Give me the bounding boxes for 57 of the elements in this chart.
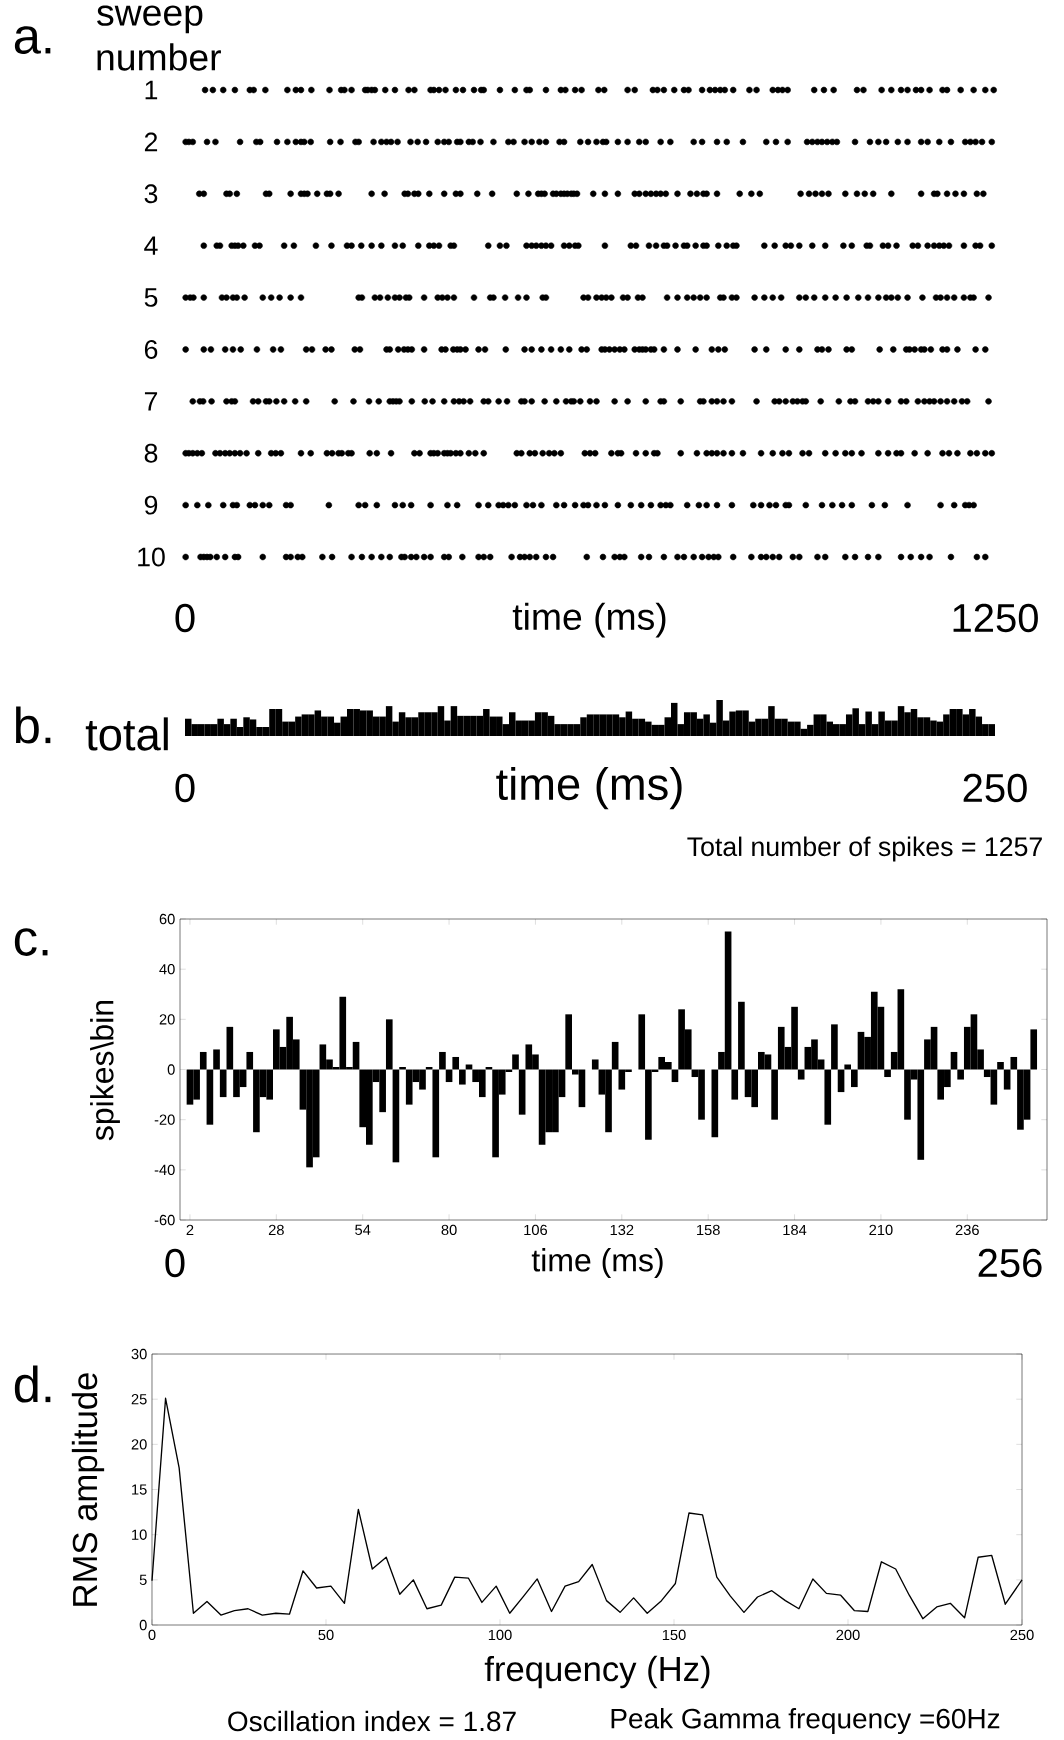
y-tick-label: 8 bbox=[144, 443, 158, 463]
y-tick-label: 9 bbox=[144, 495, 158, 515]
x-tick-label: 158 bbox=[697, 1224, 720, 1236]
y-tick-label: 7 bbox=[144, 392, 158, 411]
y-tick-label: 10 bbox=[132, 1529, 147, 1540]
x-tick-label: 250 bbox=[963, 773, 1027, 803]
x-tick-label: 50 bbox=[318, 1629, 334, 1641]
y-tick-label: 60 bbox=[159, 913, 175, 925]
x-axis-title: time (ms) bbox=[531, 1248, 663, 1278]
chart-title: a. bbox=[14, 26, 51, 54]
x-tick-label: 132 bbox=[610, 1224, 634, 1236]
y-tick-label: -40 bbox=[154, 1164, 175, 1176]
x-tick-label: 106 bbox=[524, 1224, 548, 1236]
y-tick-label: 10 bbox=[138, 547, 165, 567]
y-tick-label: 5 bbox=[144, 288, 158, 307]
x-tick-label: 28 bbox=[268, 1224, 284, 1236]
y-tick-label: 0 bbox=[139, 1619, 147, 1631]
y-tick-label: 5 bbox=[139, 1574, 147, 1585]
y-tick-label: -20 bbox=[154, 1114, 175, 1125]
x-tick-label: 250 bbox=[1010, 1629, 1034, 1641]
x-axis-title: time (ms) bbox=[512, 602, 666, 638]
chart-title: b. bbox=[15, 706, 51, 744]
x-tick-label: 2 bbox=[186, 1224, 194, 1235]
x-axis-title: time (ms) bbox=[496, 766, 682, 810]
x-tick-label: 54 bbox=[355, 1224, 371, 1235]
x-tick-label: 100 bbox=[488, 1629, 512, 1641]
y-tick-label: 20 bbox=[159, 1014, 175, 1025]
y-tick-label: 25 bbox=[131, 1394, 147, 1405]
x-tick-label: 150 bbox=[662, 1629, 686, 1641]
y-tick-label: 15 bbox=[132, 1484, 147, 1495]
y-axis-title: spikes\bin bbox=[90, 1000, 120, 1141]
y-tick-label: 6 bbox=[144, 340, 158, 359]
y-tick-label: 20 bbox=[131, 1439, 147, 1450]
text: Oscillation index = 1.87 bbox=[228, 1710, 516, 1732]
x-axis-title: frequency (Hz) bbox=[484, 1655, 710, 1689]
chart-title: c. bbox=[14, 928, 48, 956]
y-tick-label: -60 bbox=[154, 1214, 175, 1226]
x-tick-label: 1250 bbox=[953, 603, 1038, 633]
y-tick-label: 0 bbox=[167, 1064, 175, 1075]
chart-title: d. bbox=[14, 1365, 51, 1403]
y-tick-label: 30 bbox=[131, 1348, 147, 1360]
x-tick-label: 200 bbox=[836, 1629, 860, 1641]
x-tick-label: 184 bbox=[783, 1224, 807, 1236]
x-tick-label: 236 bbox=[955, 1224, 979, 1236]
x-tick-label: 80 bbox=[441, 1224, 457, 1236]
y-axis-title: sweep number bbox=[97, 5, 221, 71]
y-tick-label: 4 bbox=[144, 236, 158, 255]
x-tick-label: 210 bbox=[869, 1224, 893, 1236]
y-tick-label: 3 bbox=[144, 184, 158, 204]
y-axis-title: total bbox=[85, 717, 168, 751]
y-tick-label: 2 bbox=[144, 132, 158, 152]
text: 256 bbox=[978, 1248, 1042, 1278]
y-axis-title: RMS amplitude bbox=[71, 1373, 105, 1606]
text: Total number of spikes = 1257 bbox=[687, 836, 1042, 862]
text: Peak Gamma frequency =60Hz bbox=[611, 1707, 1000, 1735]
y-tick-label: 40 bbox=[159, 964, 175, 975]
y-tick-label: 1 bbox=[145, 80, 158, 100]
